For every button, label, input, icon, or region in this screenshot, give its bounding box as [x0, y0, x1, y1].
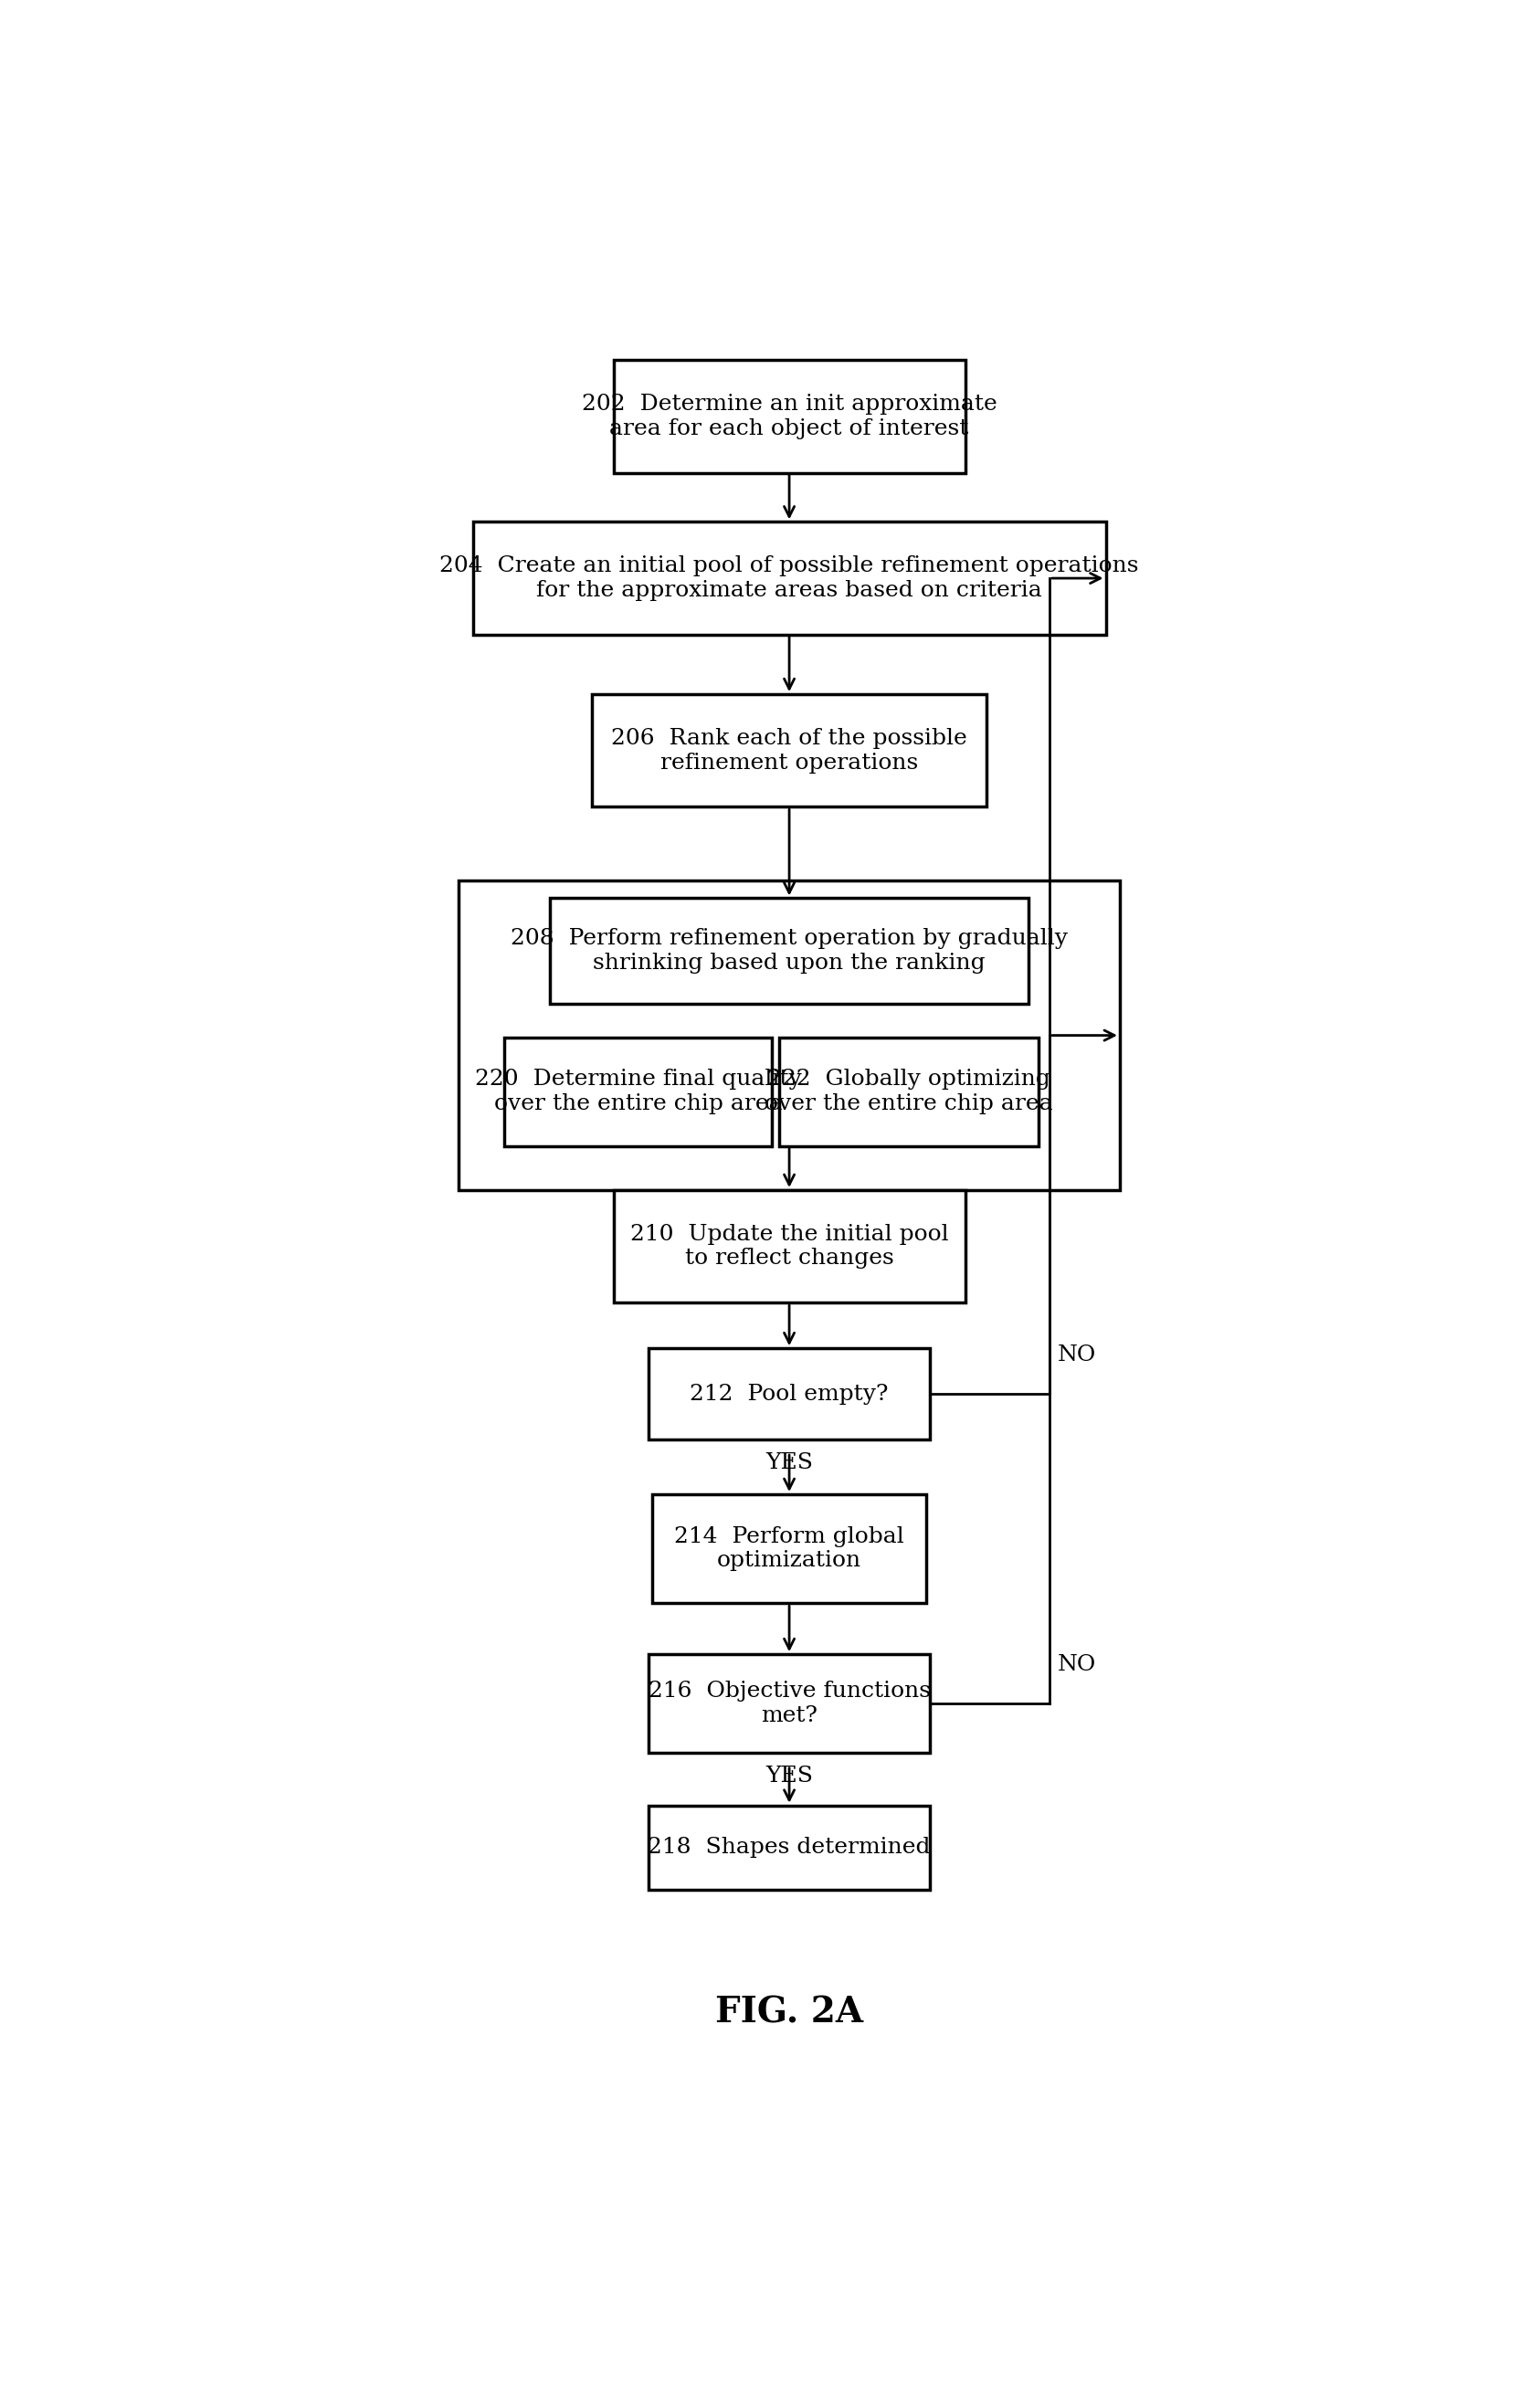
Text: FIG. 2A: FIG. 2A [715, 1995, 864, 2031]
Text: 208  Perform refinement operation by gradually
shrinking based upon the ranking: 208 Perform refinement operation by grad… [511, 928, 1067, 974]
Text: 202  Determine an init approximate
area for each object of interest: 202 Determine an init approximate area f… [582, 394, 996, 440]
Text: 218  Shapes determined: 218 Shapes determined [648, 1837, 930, 1858]
Text: NO: NO [1058, 1344, 1096, 1365]
Text: 216  Objective functions
met?: 216 Objective functions met? [648, 1680, 930, 1726]
Text: 220  Determine final quality
over the entire chip area: 220 Determine final quality over the ent… [474, 1070, 801, 1115]
Text: 222  Globally optimizing
over the entire chip area: 222 Globally optimizing over the entire … [765, 1070, 1053, 1115]
FancyBboxPatch shape [779, 1036, 1040, 1147]
FancyBboxPatch shape [550, 899, 1029, 1005]
FancyBboxPatch shape [505, 1036, 772, 1147]
Text: 210  Update the initial pool
to reflect changes: 210 Update the initial pool to reflect c… [630, 1224, 949, 1269]
FancyBboxPatch shape [648, 1349, 930, 1440]
Text: 214  Perform global
optimization: 214 Perform global optimization [675, 1527, 904, 1572]
FancyBboxPatch shape [613, 1190, 966, 1303]
Text: YES: YES [765, 1452, 813, 1474]
FancyBboxPatch shape [648, 1654, 930, 1753]
FancyBboxPatch shape [651, 1495, 927, 1603]
FancyBboxPatch shape [613, 361, 966, 474]
FancyBboxPatch shape [473, 522, 1106, 635]
Text: 206  Rank each of the possible
refinement operations: 206 Rank each of the possible refinement… [611, 728, 967, 774]
Text: 212  Pool empty?: 212 Pool empty? [690, 1385, 889, 1404]
FancyBboxPatch shape [593, 695, 986, 808]
Text: NO: NO [1058, 1654, 1096, 1676]
FancyBboxPatch shape [648, 1805, 930, 1890]
Text: YES: YES [765, 1765, 813, 1786]
Text: 204  Create an initial pool of possible refinement operations
for the approximat: 204 Create an initial pool of possible r… [439, 555, 1140, 601]
